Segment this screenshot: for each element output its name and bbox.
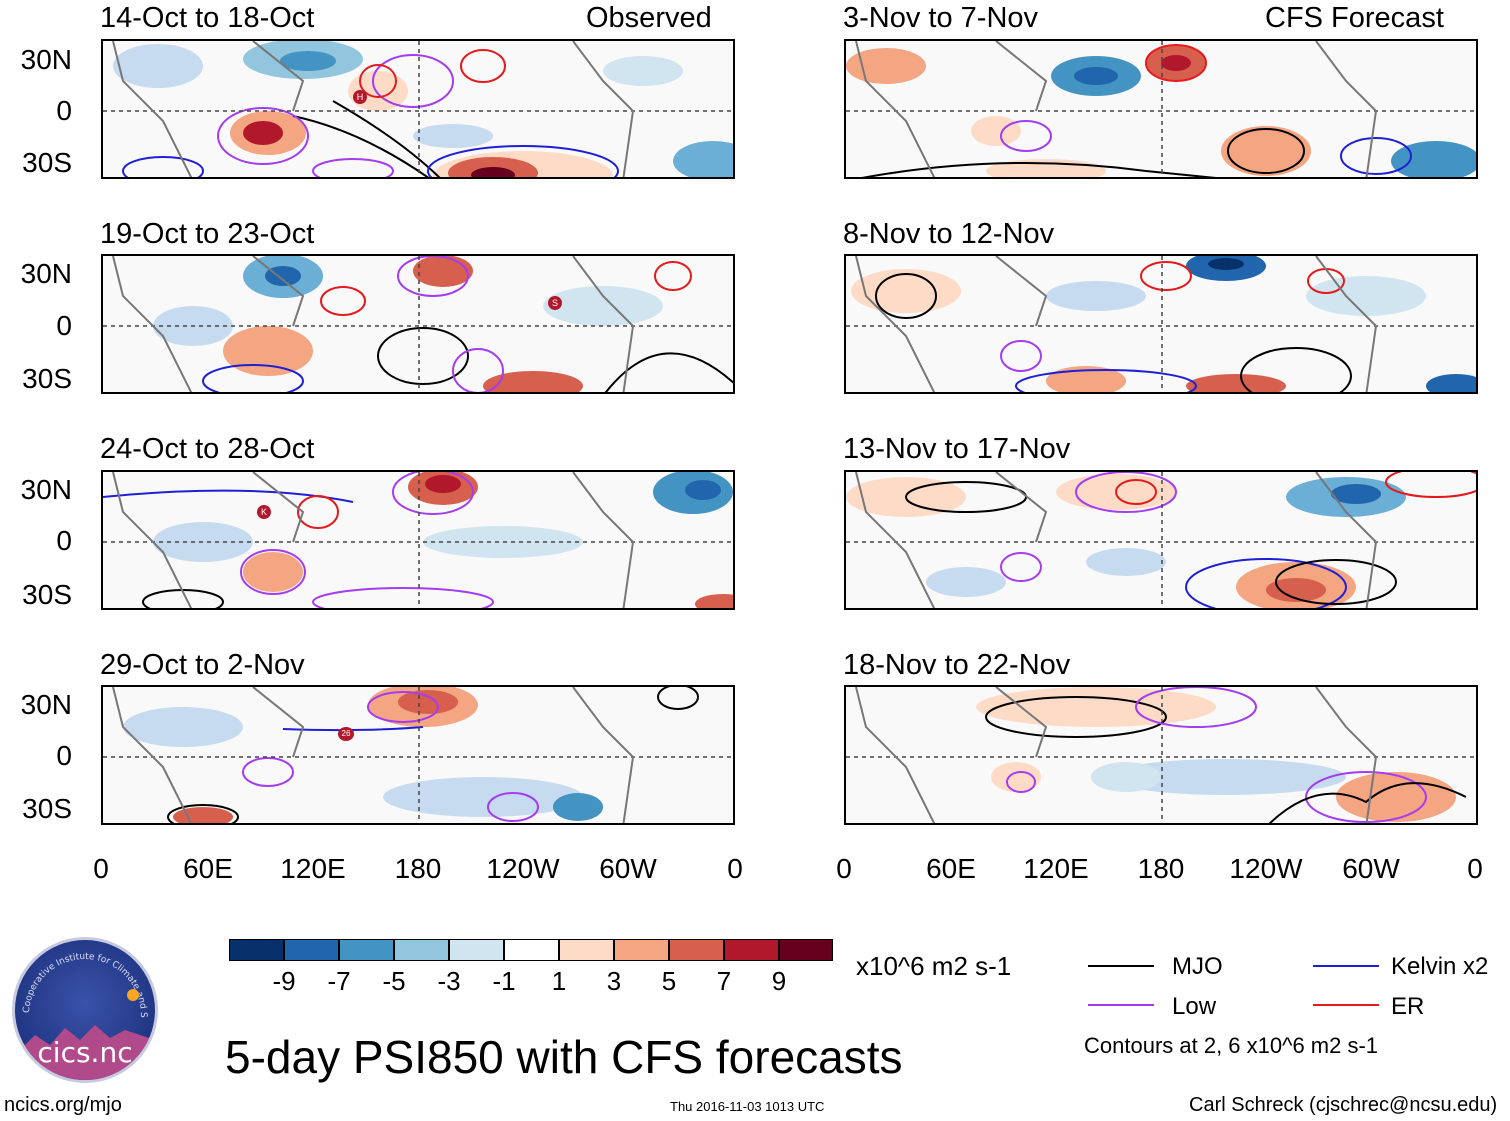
colorbar-label: -1 <box>492 966 516 996</box>
author-credit: Carl Schreck (cjschrec@ncsu.edu) <box>1189 1094 1498 1116</box>
colorbar-segment <box>339 939 394 961</box>
lon-label: 120W <box>486 853 560 884</box>
map-panel <box>844 470 1478 610</box>
lon-label: 60E <box>926 853 976 884</box>
colorbar-label: 1 <box>551 966 567 996</box>
map-panel: K <box>101 470 735 610</box>
lat-label-eq: 0 <box>56 95 72 126</box>
lon-label: 180 <box>394 853 442 884</box>
legend-note: Contours at 2, 6 x10^6 m2 s-1 <box>1084 1033 1379 1058</box>
legend-low-line <box>1088 1004 1154 1006</box>
storm-marker: 26 <box>338 727 354 741</box>
legend-er-line <box>1313 1004 1379 1006</box>
colorbar-segment <box>614 939 669 961</box>
colorbar-segment <box>724 939 779 961</box>
lat-label-30s: 30S <box>22 793 72 824</box>
legend-kelvin-line <box>1313 965 1379 967</box>
colorbar-label: -5 <box>382 966 406 996</box>
lon-label: 180 <box>1137 853 1185 884</box>
colorbar-label: -7 <box>327 966 351 996</box>
map-panel <box>844 685 1478 825</box>
map-panel <box>844 254 1478 394</box>
colorbar-segment <box>394 939 449 961</box>
colorbar-label: 5 <box>661 966 677 996</box>
logo-ring-text: Cooperative Institute for Climate and Sa… <box>15 940 148 1018</box>
lat-label-30n: 30N <box>20 44 72 75</box>
lat-label-30s: 30S <box>22 579 72 610</box>
storm-marker: H <box>353 90 367 104</box>
colorbar-label: -3 <box>437 966 461 996</box>
colorbar-label: 3 <box>606 966 622 996</box>
lat-label-eq: 0 <box>56 310 72 341</box>
lon-label: 60W <box>1342 853 1400 884</box>
legend-mjo-line <box>1088 965 1154 967</box>
colorbar-segment <box>559 939 614 961</box>
panel-title-left-4: 29-Oct to 2-Nov <box>100 649 305 681</box>
lat-label-30s: 30S <box>22 363 72 394</box>
colorbar-label: 7 <box>716 966 732 996</box>
storm-marker: K <box>257 505 271 519</box>
panel-title-right-3: 13-Nov to 17-Nov <box>843 433 1071 465</box>
lat-label-eq: 0 <box>56 740 72 771</box>
panel-title-right-1: 3-Nov to 7-Nov <box>843 2 1039 34</box>
lon-label: 0 <box>1467 853 1483 884</box>
colorbar-segment <box>449 939 504 961</box>
lon-label: 0 <box>93 853 109 884</box>
lon-label: 120E <box>280 853 346 884</box>
lat-label-30n: 30N <box>20 258 72 289</box>
map-panel: S <box>101 254 735 394</box>
legend-er-label: ER <box>1391 993 1425 1020</box>
panel-title-right-4: 18-Nov to 22-Nov <box>843 649 1071 681</box>
panel-title-left-1: 14-Oct to 18-Oct <box>100 2 315 34</box>
panel-title-right-2: 8-Nov to 12-Nov <box>843 218 1055 250</box>
map-panel: 26 <box>101 685 735 825</box>
cics-logo: Cooperative Institute for Climate and Sa… <box>12 937 158 1083</box>
observed-header: Observed <box>586 2 712 34</box>
lat-label-30n: 30N <box>20 474 72 505</box>
main-title: 5-day PSI850 with CFS forecasts <box>225 1031 903 1083</box>
colorbar-segment <box>504 939 559 961</box>
map-panel: H <box>101 39 735 179</box>
legend-mjo-label: MJO <box>1172 953 1223 980</box>
timestamp: Thu 2016-11-03 1013 UTC <box>670 1099 825 1114</box>
colorbar-segment <box>229 939 284 961</box>
lat-label-30s: 30S <box>22 147 72 178</box>
cfs-forecast-header: CFS Forecast <box>1265 2 1444 34</box>
colorbar-label: -9 <box>272 966 296 996</box>
panel-title-left-2: 19-Oct to 23-Oct <box>100 218 315 250</box>
panel-title-left-3: 24-Oct to 28-Oct <box>100 433 315 465</box>
lon-label: 60E <box>183 853 233 884</box>
lon-label: 60W <box>599 853 657 884</box>
svg-text:Cooperative Institute for Clim: Cooperative Institute for Climate and Sa… <box>15 940 148 1018</box>
lon-label: 120W <box>1229 853 1303 884</box>
legend-kelvin-label: Kelvin x2 <box>1391 953 1489 980</box>
lon-label: 120E <box>1023 853 1089 884</box>
colorbar-segment <box>779 939 833 961</box>
lon-label: 0 <box>836 853 852 884</box>
colorbar-unit: x10^6 m2 s-1 <box>856 951 1012 981</box>
colorbar-label: 9 <box>771 966 787 996</box>
lon-label: 0 <box>727 853 743 884</box>
colorbar-segment <box>669 939 724 961</box>
legend-low-label: Low <box>1172 993 1217 1020</box>
colorbar-segment <box>284 939 339 961</box>
lat-label-30n: 30N <box>20 689 72 720</box>
map-panel <box>844 39 1478 179</box>
logo-text: cics.nc <box>37 1036 133 1069</box>
storm-marker: S <box>548 296 562 310</box>
lat-label-eq: 0 <box>56 525 72 556</box>
website-link[interactable]: ncics.org/mjo <box>4 1094 122 1116</box>
